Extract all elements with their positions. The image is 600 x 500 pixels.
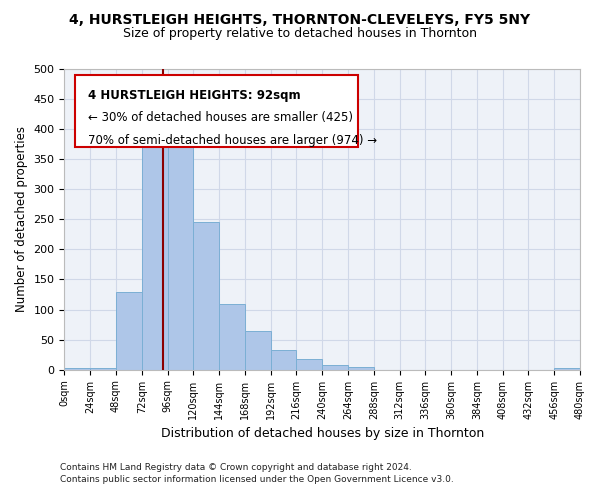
Bar xyxy=(296,360,322,370)
Text: 70% of semi-detached houses are larger (974) →: 70% of semi-detached houses are larger (… xyxy=(88,134,377,146)
Bar xyxy=(142,144,167,370)
Text: Size of property relative to detached houses in Thornton: Size of property relative to detached ho… xyxy=(123,28,477,40)
Bar xyxy=(219,304,245,370)
Text: 4, HURSTLEIGH HEIGHTS, THORNTON-CLEVELEYS, FY5 5NY: 4, HURSTLEIGH HEIGHTS, THORNTON-CLEVELEY… xyxy=(70,12,530,26)
Text: Contains public sector information licensed under the Open Government Licence v3: Contains public sector information licen… xyxy=(60,475,454,484)
Bar xyxy=(554,368,580,370)
Text: 4 HURSTLEIGH HEIGHTS: 92sqm: 4 HURSTLEIGH HEIGHTS: 92sqm xyxy=(88,88,300,102)
Bar xyxy=(193,222,219,370)
Bar xyxy=(271,350,296,370)
Bar xyxy=(245,330,271,370)
Bar xyxy=(167,120,193,370)
Bar xyxy=(90,368,116,370)
Bar xyxy=(116,292,142,370)
Text: Contains HM Land Registry data © Crown copyright and database right 2024.: Contains HM Land Registry data © Crown c… xyxy=(60,464,412,472)
Text: ← 30% of detached houses are smaller (425): ← 30% of detached houses are smaller (42… xyxy=(88,111,353,124)
FancyBboxPatch shape xyxy=(75,75,358,147)
X-axis label: Distribution of detached houses by size in Thornton: Distribution of detached houses by size … xyxy=(161,427,484,440)
Bar xyxy=(322,366,348,370)
Y-axis label: Number of detached properties: Number of detached properties xyxy=(15,126,28,312)
Bar xyxy=(348,366,374,370)
Bar xyxy=(64,368,90,370)
